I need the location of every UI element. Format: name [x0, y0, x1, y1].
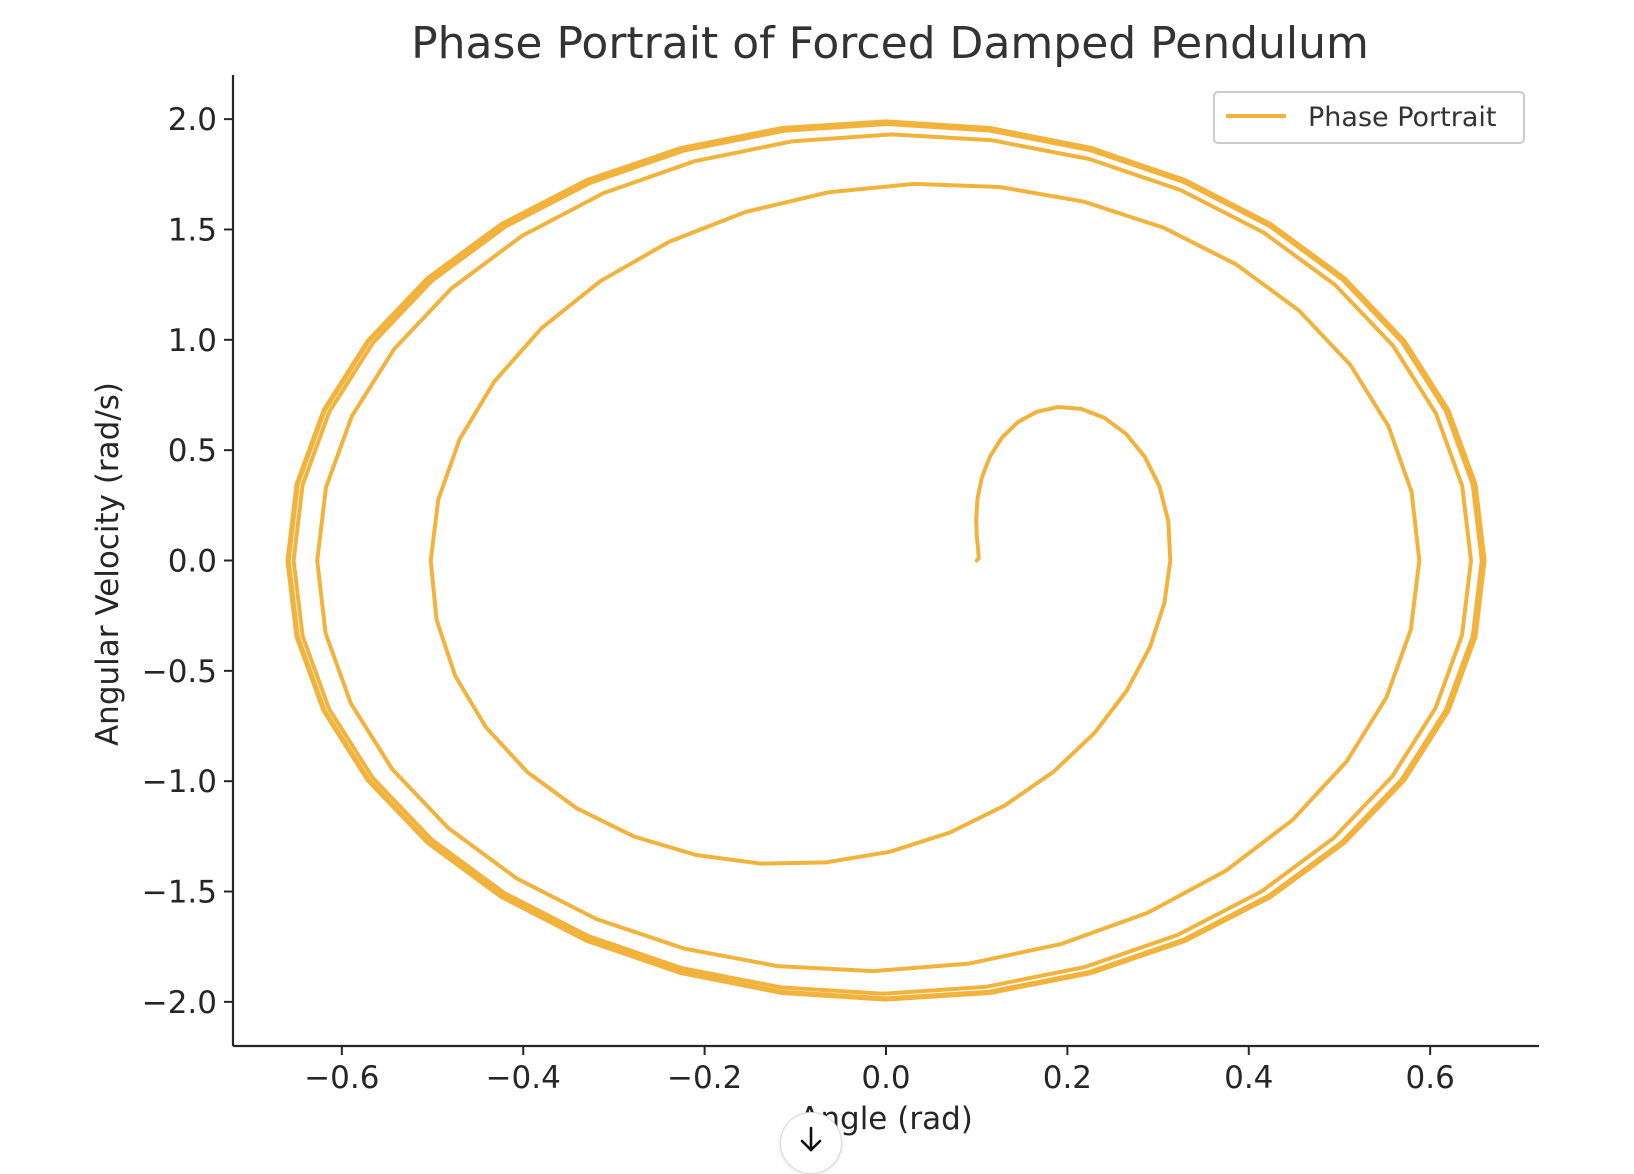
- legend-frame: [1213, 91, 1525, 144]
- plot-area: [285, 119, 1487, 1002]
- x-tick-label: 0.2: [1043, 1060, 1092, 1096]
- y-tick-label: −1.5: [142, 875, 217, 911]
- y-tick-label: 0.0: [168, 544, 217, 580]
- series-line-phase-portrait: [285, 119, 1487, 1002]
- y-tick-label: 0.5: [168, 433, 217, 469]
- y-tick-label: 1.5: [168, 212, 217, 248]
- y-tick-label: −2.0: [142, 985, 217, 1021]
- y-tick-label: −0.5: [142, 654, 217, 690]
- y-tick-label: 1.0: [168, 323, 217, 359]
- x-tick-label: −0.4: [486, 1060, 561, 1096]
- scroll-down-button[interactable]: [780, 1112, 842, 1174]
- y-axis-label: Angular Velocity (rad/s): [90, 382, 126, 746]
- axes: −0.6 −0.4 −0.2 0.0 0.2 0.4 0.6 −2.0 −1.5 −1.0 −0.…: [142, 75, 1539, 1096]
- y-tick-label: 2.0: [168, 102, 217, 138]
- x-tick-label: 0.4: [1224, 1060, 1273, 1096]
- x-ticks: −0.6 −0.4 −0.2 0.0 0.2 0.4 0.6: [304, 1046, 1455, 1096]
- y-tick-label: −1.0: [142, 764, 217, 800]
- x-tick-label: 0.6: [1406, 1060, 1455, 1096]
- legend: Phase Portrait: [1213, 91, 1525, 144]
- x-tick-label: 0.0: [861, 1060, 910, 1096]
- legend-label-phase-portrait: Phase Portrait: [1308, 102, 1496, 133]
- arrow-down-icon: [800, 1126, 822, 1152]
- y-ticks: −2.0 −1.5 −1.0 −0.5 0.0 0.5 1.0 1.5 2.0: [142, 102, 233, 1021]
- chart-title: Phase Portrait of Forced Damped Pendulum: [411, 18, 1369, 69]
- x-tick-label: −0.6: [304, 1060, 379, 1096]
- x-tick-label: −0.2: [667, 1060, 742, 1096]
